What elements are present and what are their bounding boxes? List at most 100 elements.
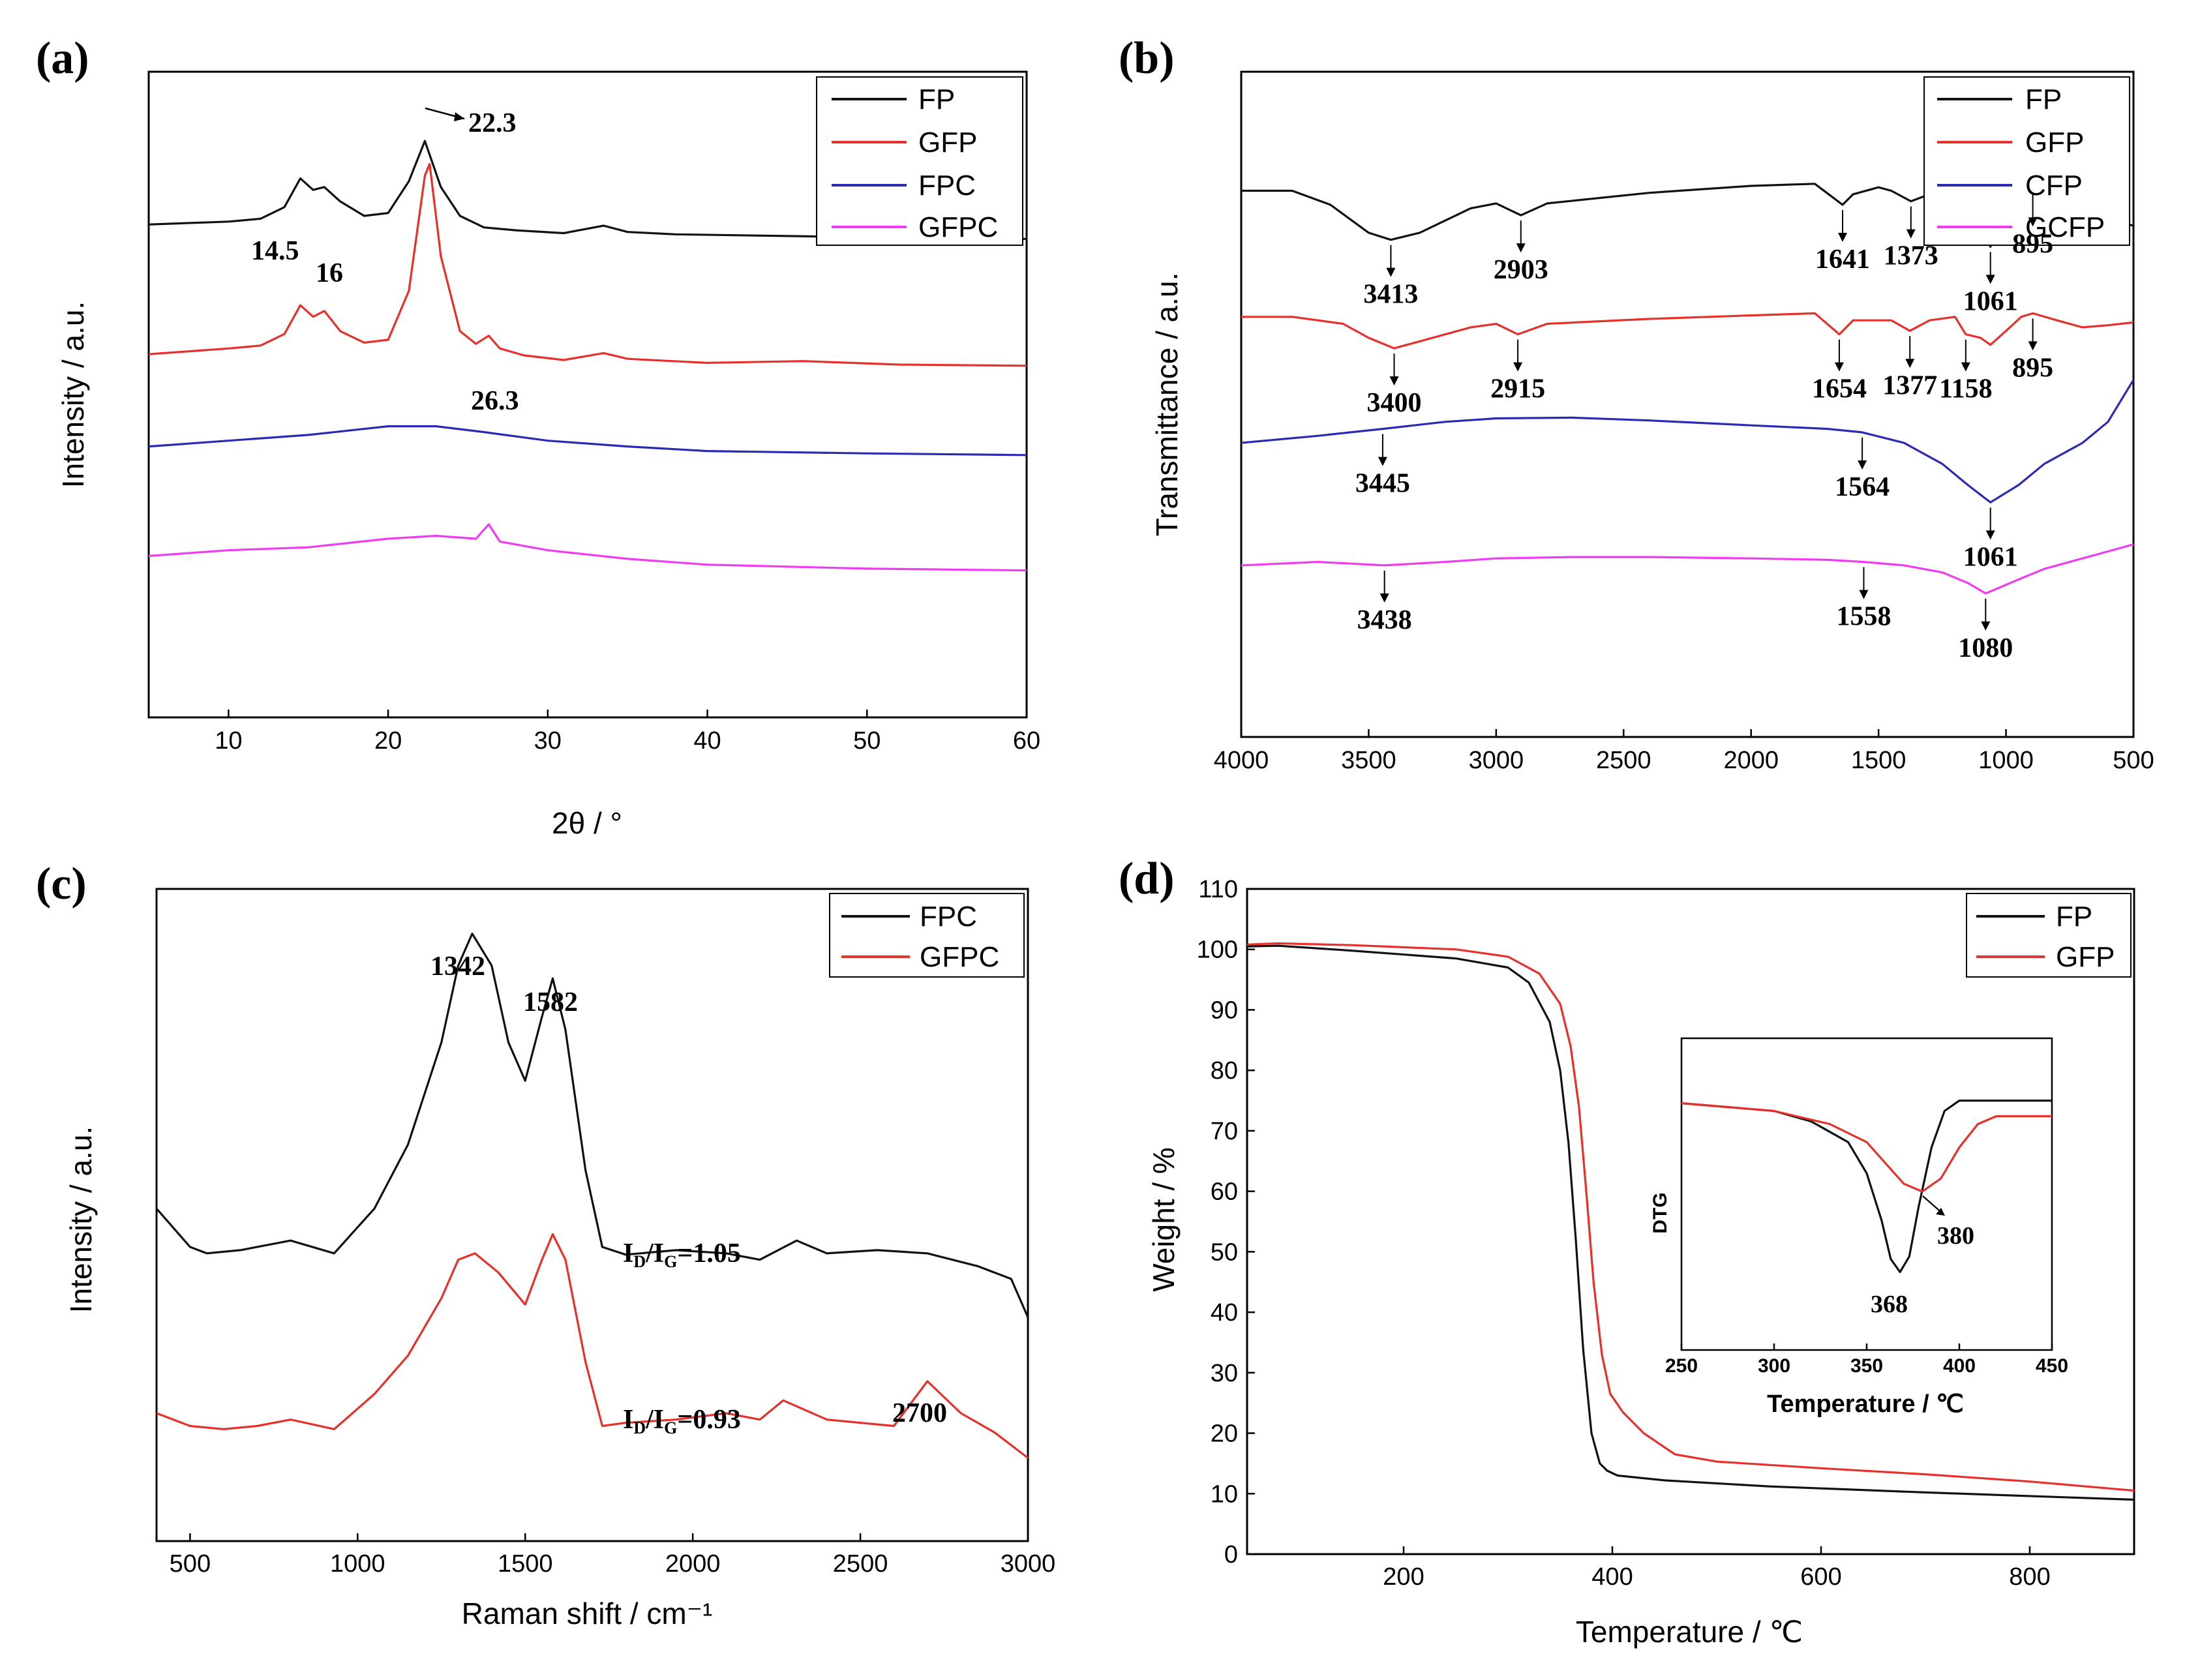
panel-a: (a) 10 20 30 40 50 60 2θ / ° Intensity / a.u.… — [36, 33, 1040, 840]
panel-b-annotation-2903-1: 2903 — [1494, 255, 1548, 285]
panel-c-xtick-label-2500: 2500 — [833, 1550, 888, 1578]
inset-x-axis-label: Temperature / ℃ — [1767, 1390, 1964, 1418]
panel-b-annotation-arrowhead-5 — [2028, 217, 2038, 227]
panel-c-series-fpc — [155, 933, 1029, 1318]
panel-a-legend: FP GFP FPC GFPC — [816, 76, 1023, 246]
panel-b-annotation-arrowhead-8 — [1834, 362, 1844, 372]
panel-b-annotation-1158-10: 1158 — [1939, 374, 1993, 404]
annotation-26-3: 26.3 — [471, 386, 519, 416]
panel-d-series-fp — [1246, 944, 2135, 1501]
panel-d-ytick-label-30: 30 — [1211, 1360, 1238, 1387]
panel-d-ytick-label-100: 100 — [1197, 937, 1238, 964]
panel-b-series-gcfp — [1241, 543, 2134, 595]
panel-b-annotation-1654-8: 1654 — [1812, 374, 1867, 404]
panel-b-annotation-3400-6: 3400 — [1367, 388, 1422, 418]
panel-d-ytick-label-50: 50 — [1211, 1238, 1238, 1266]
panel-a-series-gfp — [148, 162, 1027, 367]
panel-d-xtick-label-800: 800 — [2009, 1563, 2050, 1591]
panel-b-annotation-2915-7: 2915 — [1490, 374, 1545, 404]
panel-a-series-gfpc — [148, 523, 1027, 572]
panel-d-y-axis-label: Weight / % — [1147, 1147, 1181, 1292]
panel-c-plot-frame — [155, 888, 1029, 1542]
annotation-2700: 2700 — [892, 1398, 947, 1428]
panel-b-xtick-label-1000: 1000 — [1978, 747, 2034, 774]
legend-label-cfp: CFP — [2025, 170, 2083, 202]
inset-annotation-368: 368 — [1871, 1291, 1908, 1318]
annotation-16: 16 — [316, 258, 343, 288]
panel-d-ytick-label-90: 90 — [1211, 997, 1238, 1024]
panel-d-xtick-label-400: 400 — [1591, 1563, 1633, 1591]
panel-b-annotation-895-5: 895 — [2012, 229, 2053, 259]
panel-b-xtick-label-1500: 1500 — [1851, 747, 1906, 774]
panel-b: (b) 4000 3500 3000 2500 2000 1500 1000 500 Tran… — [1119, 33, 2154, 774]
panel-b-annotation-arrowhead-12 — [1378, 457, 1387, 466]
inset-y-axis-label: DTG — [1650, 1192, 1671, 1233]
panel-c-xtick-label-1000: 1000 — [330, 1550, 385, 1578]
panel-b-annotation-arrowhead-11 — [2028, 341, 2038, 351]
inset-series-fp — [1681, 1100, 2052, 1274]
legend-label-gfpc: GFPC — [918, 211, 998, 243]
panel-d-ytick-label-60: 60 — [1211, 1178, 1238, 1206]
panel-d-x-ticks: 200 400 600 800 — [1383, 1546, 2051, 1591]
ratio-fpc: ID/IG=1.05 — [623, 1238, 741, 1271]
panel-a-plot-frame — [147, 70, 1028, 719]
panel-b-annotation-1558-16: 1558 — [1836, 602, 1891, 632]
panel-b-legend: FP GFP CFP GCFP — [1923, 76, 2130, 246]
panel-d-ytick-label-110: 110 — [1198, 876, 1238, 903]
panel-d-ytick-label-0: 0 — [1224, 1541, 1238, 1568]
panel-d-ytick-label-10: 10 — [1211, 1480, 1238, 1508]
panel-b-annotation-arrowhead-1 — [1516, 243, 1526, 253]
panel-d-curves — [1246, 942, 2135, 1501]
panel-b-annotation-3413-0: 3413 — [1363, 280, 1418, 310]
panel-c-x-ticks: 500 1000 1500 2000 2500 3000 — [170, 1533, 1056, 1578]
panel-a-curves — [148, 140, 1027, 572]
panel-c-xtick-label-3000: 3000 — [1001, 1550, 1056, 1578]
panel-a-xtick-label-20: 20 — [374, 727, 402, 755]
panel-a-x-axis-label: 2θ / ° — [552, 806, 622, 840]
panel-d-ytick-label-80: 80 — [1211, 1057, 1238, 1085]
inset-xtick-label-250: 250 — [1665, 1355, 1698, 1377]
panel-b-xtick-label-4000: 4000 — [1214, 747, 1269, 774]
panel-b-annotation-arrowhead-9 — [1905, 359, 1915, 368]
panel-d-y-ticks: 0 10 20 30 40 50 60 70 80 90 100 110 — [1197, 876, 1255, 1568]
panel-d-x-axis-label: Temperature / ℃ — [1576, 1615, 1803, 1649]
legend-label-fpc: FPC — [918, 170, 976, 202]
panel-c-xtick-label-1500: 1500 — [498, 1550, 553, 1578]
panel-b-label: (b) — [1119, 33, 1175, 83]
panel-c-y-axis-label: Intensity / a.u. — [64, 1126, 98, 1313]
panel-b-series-cfp — [1241, 379, 2135, 503]
panel-b-xtick-label-2000: 2000 — [1723, 747, 1779, 774]
panel-a-y-axis-label: Intensity / a.u. — [56, 301, 90, 488]
panel-b-annotation-1564-13: 1564 — [1835, 472, 1890, 502]
legend-label-fp-b: FP — [2025, 83, 2062, 115]
legend-label-fp: FP — [918, 83, 955, 115]
inset-annotation-380-arrowhead — [1936, 1208, 1945, 1216]
annotation-14-5: 14.5 — [251, 236, 299, 266]
panel-b-annotation-arrowhead-3 — [1906, 229, 1916, 239]
panel-c-xtick-label-2000: 2000 — [665, 1550, 721, 1578]
annotation-1342: 1342 — [430, 952, 485, 982]
panel-a-x-ticks: 10 20 30 40 50 60 — [215, 710, 1040, 755]
panel-a-xtick-label-10: 10 — [215, 727, 242, 755]
legend-label-gfp-d: GFP — [2056, 941, 2115, 973]
panel-b-xtick-label-2500: 2500 — [1596, 747, 1651, 774]
panel-b-xtick-label-3500: 3500 — [1341, 747, 1396, 774]
panel-b-annotation-arrowhead-16 — [1859, 590, 1869, 599]
panel-d-inset: 250 300 350 400 450 Temperature / ℃ DTG 368 … — [1650, 1037, 2068, 1418]
panel-b-annotation-1373-3: 1373 — [1884, 241, 1938, 271]
panel-a-legend-box — [816, 76, 1023, 246]
panel-b-annotation-arrowhead-2 — [1838, 233, 1848, 242]
inset-curves — [1681, 1100, 2052, 1274]
panel-c-legend-box — [829, 893, 1025, 978]
panel-c-series-gfpc — [156, 1233, 1029, 1459]
panel-b-annotation-arrowhead-15 — [1379, 593, 1389, 603]
panel-b-xtick-label-500: 500 — [2113, 747, 2154, 774]
panel-b-annotation-arrowhead-17 — [1981, 621, 1991, 631]
panel-d-ytick-label-70: 70 — [1211, 1118, 1238, 1145]
panel-d-xtick-label-200: 200 — [1383, 1563, 1424, 1591]
panel-b-annotation-arrowhead-10 — [1961, 362, 1970, 372]
panel-b-annotation-3445-12: 3445 — [1355, 469, 1410, 499]
ratio-gfpc: ID/IG=0.93 — [623, 1405, 741, 1437]
inset-plot-frame — [1680, 1037, 2053, 1351]
